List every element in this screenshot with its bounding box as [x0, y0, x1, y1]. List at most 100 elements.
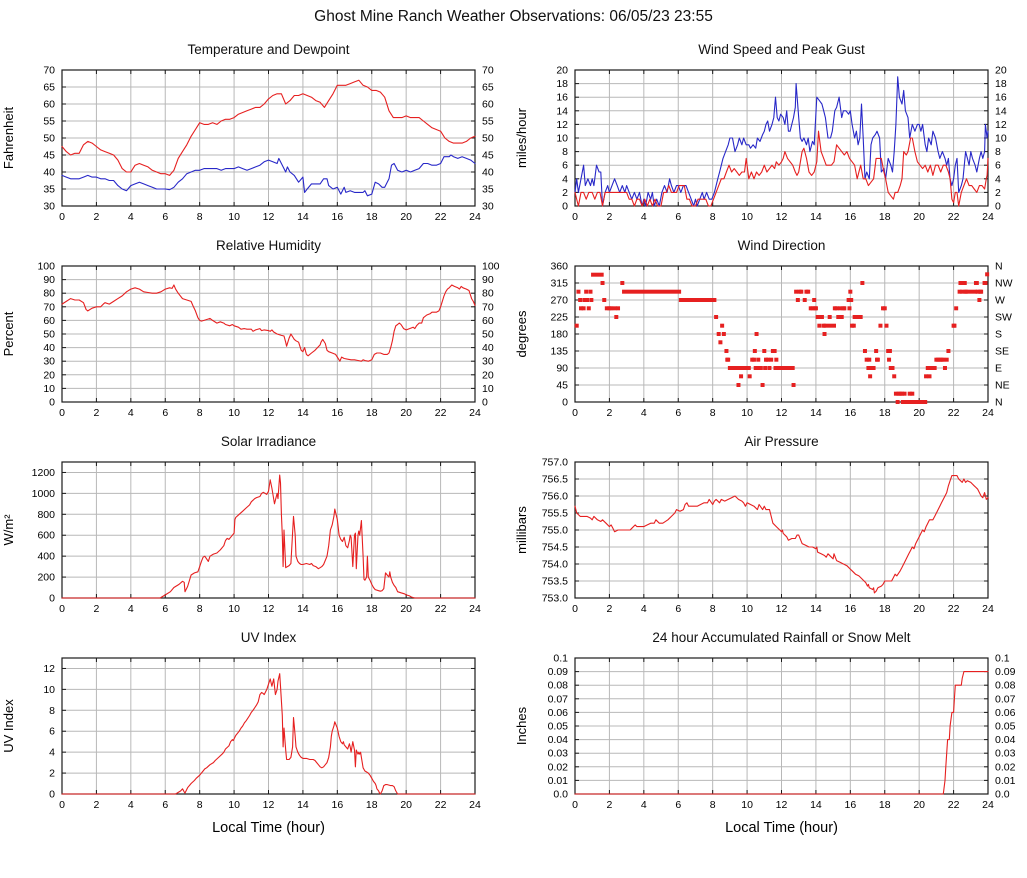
rainfall-plot: 0.0 0.00.01 0.010.02 0.020.03 0.030.04 0.040.… — [514, 653, 1016, 837]
y-tick-label: 65 — [43, 82, 55, 94]
y-axis-label: millibars — [514, 506, 529, 554]
y-tick-label: 70 — [43, 65, 55, 77]
y-tick-label: 40 — [43, 342, 55, 354]
y-tick-label-right: 12 — [995, 119, 1007, 131]
x-tick-label: 4 — [641, 211, 647, 223]
y-tick-label: 60 — [43, 315, 55, 327]
y-tick-label: 18 — [556, 78, 568, 90]
y-axis-label: Percent — [1, 311, 16, 356]
y-tick-label-right: 0 — [995, 201, 1001, 213]
y-tick-label-right: 0.07 — [995, 693, 1016, 705]
chart-grid: Temperature and Dewpoint 30 30 35 35 40 40 45 4… — [0, 42, 1027, 858]
x-tick-label: 2 — [93, 799, 99, 811]
y-tick-label: 90 — [556, 363, 568, 375]
x-tick-label: 12 — [263, 407, 275, 419]
y-tick-label: 20 — [43, 369, 55, 381]
series-pressure — [574, 475, 989, 594]
x-tick-label: 24 — [982, 603, 994, 615]
y-tick-label: 35 — [43, 184, 55, 196]
y-tick-label-right: 10 — [995, 133, 1007, 145]
y-tick-label-right: 10 — [482, 383, 494, 395]
y-tick-label-right: 16 — [995, 92, 1007, 104]
x-tick-label: 18 — [366, 211, 378, 223]
y-tick-label-right: 2 — [995, 187, 1001, 199]
x-tick-label: 4 — [128, 211, 134, 223]
x-tick-label: 10 — [741, 211, 753, 223]
y-tick-label-right: 4 — [995, 173, 1001, 185]
y-axis-label: W/m² — [1, 514, 16, 546]
y-tick-label: 200 — [37, 572, 55, 584]
x-tick-label: 8 — [710, 603, 716, 615]
x-tick-label: 4 — [128, 799, 134, 811]
y-tick-label: 12 — [43, 663, 55, 675]
y-tick-label: 753.0 — [542, 593, 568, 605]
x-tick-label: 6 — [162, 211, 168, 223]
x-tick-label: 6 — [162, 799, 168, 811]
y-tick-label-right: N — [995, 397, 1003, 409]
y-tick-label-right: 50 — [482, 329, 494, 341]
y-tick-label: 6 — [49, 726, 55, 738]
x-tick-label: 8 — [710, 407, 716, 419]
x-tick-label: 6 — [675, 407, 681, 419]
y-tick-label: 55 — [43, 116, 55, 128]
y-tick-label: 0 — [49, 593, 55, 605]
y-tick-label-right: N — [995, 261, 1003, 273]
x-tick-label: 22 — [435, 799, 447, 811]
y-tick-label-right: 60 — [482, 315, 494, 327]
y-tick-label-right: 60 — [482, 99, 494, 111]
x-tick-label: 10 — [741, 407, 753, 419]
y-tick-label-right: 70 — [482, 65, 494, 77]
y-tick-label: 45 — [556, 380, 568, 392]
x-tick-label: 24 — [469, 407, 481, 419]
y-tick-label: 0.0 — [553, 789, 568, 801]
y-tick-label-right: 100 — [482, 261, 500, 273]
x-tick-label: 14 — [810, 603, 822, 615]
series-rainfall — [574, 671, 989, 795]
x-tick-label: 18 — [366, 407, 378, 419]
x-tick-label: 14 — [297, 211, 309, 223]
series-humidity — [61, 284, 476, 362]
chart-title: Solar Irradiance — [220, 434, 317, 449]
x-tick-label: 22 — [435, 407, 447, 419]
y-tick-label-right: 0.0 — [995, 789, 1010, 801]
y-tick-label: 755.5 — [542, 508, 568, 520]
x-tick-label: 2 — [93, 603, 99, 615]
x-tick-label: 4 — [128, 603, 134, 615]
y-axis-label: degrees — [514, 310, 529, 357]
y-tick-label-right: 30 — [482, 356, 494, 368]
x-tick-label: 14 — [810, 799, 822, 811]
x-tick-label: 8 — [197, 407, 203, 419]
y-tick-label: 754.5 — [542, 542, 568, 554]
x-tick-label: 0 — [572, 603, 578, 615]
y-tick-label: 16 — [556, 92, 568, 104]
y-tick-label: 756.5 — [542, 474, 568, 486]
y-tick-label: 0.02 — [548, 761, 569, 773]
y-tick-label: 40 — [43, 167, 55, 179]
x-tick-label: 22 — [948, 603, 960, 615]
wind-speed-gust-chart: Wind Speed and Peak Gust 0 0 2 2 4 4 6 6 8 8 10 10 1… — [513, 42, 1026, 238]
chart-title: Wind Speed and Peak Gust — [698, 42, 865, 57]
x-tick-label: 6 — [675, 211, 681, 223]
y-tick-label: 1000 — [32, 488, 56, 500]
y-tick-label-right: NE — [995, 380, 1010, 392]
y-tick-label-right: 18 — [995, 78, 1007, 90]
x-tick-label: 10 — [228, 603, 240, 615]
x-tick-label: 24 — [469, 211, 481, 223]
y-tick-label-right: W — [995, 295, 1005, 307]
x-tick-label: 16 — [844, 603, 856, 615]
y-tick-label-right: 40 — [482, 342, 494, 354]
x-tick-label: 22 — [948, 799, 960, 811]
y-tick-label-right: E — [995, 363, 1002, 375]
y-tick-label-right: 20 — [995, 65, 1007, 77]
y-tick-label: 0.01 — [548, 775, 569, 787]
x-tick-label: 24 — [982, 407, 994, 419]
x-tick-label: 16 — [844, 799, 856, 811]
y-tick-label-right: 40 — [482, 167, 494, 179]
x-tick-label: 20 — [913, 799, 925, 811]
x-tick-label: 10 — [228, 407, 240, 419]
